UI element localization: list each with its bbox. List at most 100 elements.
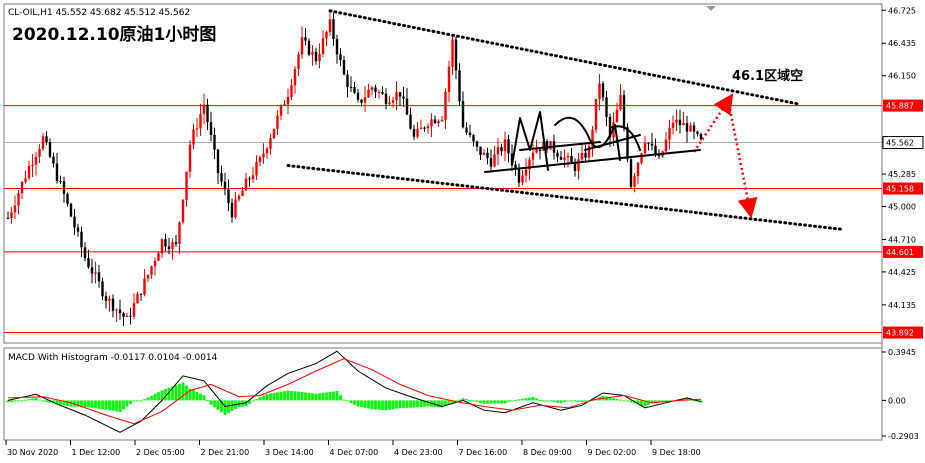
candle-body — [248, 178, 251, 180]
candle-body — [27, 165, 31, 179]
candle-body — [598, 83, 601, 99]
level-price-label: 45.158 — [886, 185, 914, 194]
macd-hist-bar — [360, 400, 363, 408]
macd-hist-bar — [458, 399, 461, 401]
candle-body — [125, 315, 129, 317]
scroll-triangle-icon[interactable] — [706, 6, 716, 11]
candle-body — [90, 267, 94, 274]
candle-body — [405, 98, 409, 115]
macd-hist-bar — [363, 400, 367, 408]
candle-body — [468, 132, 472, 136]
macd-hist-bar — [451, 400, 454, 403]
macd-hist-bar — [559, 400, 563, 404]
trend-line[interactable] — [328, 9, 801, 106]
candle-body — [587, 146, 591, 158]
macd-hist-bar — [612, 398, 615, 401]
price-tick-label: 44.135 — [888, 301, 916, 310]
macd-hist-bar — [293, 391, 297, 401]
macd-hist-bar — [181, 382, 185, 401]
time-tick-label: 4 Dec 23:00 — [394, 448, 443, 457]
candle-body — [601, 83, 605, 98]
macd-label: MACD With Histogram -0.0117 0.0104 -0.00… — [8, 353, 218, 363]
macd-hist-bar — [374, 400, 377, 410]
trend-lines — [286, 9, 843, 231]
macd-hist-bar — [349, 400, 353, 404]
candle-body — [402, 96, 405, 99]
candle-body — [475, 141, 479, 147]
macd-hist-bar — [496, 400, 500, 404]
macd-hist-bar — [17, 400, 20, 402]
time-tick-label: 9 Dec 02:00 — [588, 448, 637, 457]
candle-body — [640, 153, 643, 163]
macd-hist-bar — [647, 400, 650, 405]
candle-body — [171, 242, 174, 250]
macd-hist-bar — [384, 400, 388, 411]
candle-body — [234, 199, 237, 218]
candle-body — [83, 247, 87, 259]
candle-body — [412, 129, 416, 137]
main-panel[interactable] — [3, 3, 883, 344]
candle-body — [654, 145, 657, 156]
macd-hist-bar — [381, 400, 384, 411]
macd-hist-bar — [489, 400, 493, 404]
candle-body — [472, 135, 475, 142]
candle-body — [160, 239, 164, 254]
candle-body — [192, 129, 195, 145]
candle-body — [384, 93, 388, 105]
macd-hist-bar — [342, 399, 346, 401]
macd-hist-bar — [552, 400, 556, 403]
macd-hist-bar — [503, 400, 507, 404]
macd-tick-label: 0.3945 — [888, 348, 916, 357]
candle-body — [227, 189, 230, 203]
macd-tick-label: -0.2903 — [888, 432, 919, 441]
candle-body — [559, 156, 563, 160]
forecast-arrow[interactable] — [727, 103, 758, 219]
macd-hist-bar — [20, 400, 24, 402]
candle-body — [699, 134, 703, 140]
candle-body — [300, 37, 304, 55]
macd-panel[interactable] — [3, 347, 883, 441]
candle-body — [566, 155, 570, 158]
candle-body — [542, 141, 545, 151]
candle-body — [164, 239, 167, 247]
level-price-label: 43.892 — [886, 329, 914, 338]
macd-hist-bar — [475, 400, 479, 402]
candle-body — [272, 128, 276, 139]
candle-body — [524, 169, 528, 176]
candle-body — [584, 152, 587, 158]
candle-body — [507, 139, 510, 154]
macd-hist-bar — [87, 400, 90, 408]
macd-hist-bar — [262, 395, 265, 401]
macd-hist-bar — [398, 400, 402, 409]
macd-hist-bar — [468, 400, 472, 402]
candle-body — [346, 74, 349, 87]
candle-body — [136, 293, 139, 304]
level-price-label: 45.887 — [886, 102, 914, 111]
candle-body — [416, 128, 419, 137]
macd-hist-bar — [514, 399, 517, 401]
candle-body — [458, 70, 461, 102]
candle-body — [34, 156, 38, 165]
macd-hist-bar — [265, 394, 269, 401]
candle-body — [444, 91, 447, 120]
candle-body — [59, 180, 62, 182]
macd-hist-bar — [615, 398, 619, 401]
candle-body — [202, 104, 206, 115]
trend-line[interactable] — [286, 164, 843, 231]
candle-body — [258, 157, 262, 163]
candle-body — [682, 123, 685, 126]
macd-hist-bar — [132, 400, 136, 402]
forecast-arrow[interactable] — [692, 93, 734, 153]
macd-hist-bar — [517, 399, 521, 401]
candle-body — [195, 128, 199, 130]
macd-hist-bar — [251, 400, 255, 402]
macd-hist-bar — [38, 399, 41, 401]
candle-body — [514, 164, 517, 169]
macd-hist-bar — [160, 390, 164, 401]
candle-body — [500, 147, 503, 152]
macd-hist-bar — [395, 400, 398, 409]
level-price-tag — [883, 182, 923, 195]
candle-body — [629, 159, 633, 187]
candle-body — [377, 91, 381, 93]
macd-hist-bar — [535, 398, 538, 401]
